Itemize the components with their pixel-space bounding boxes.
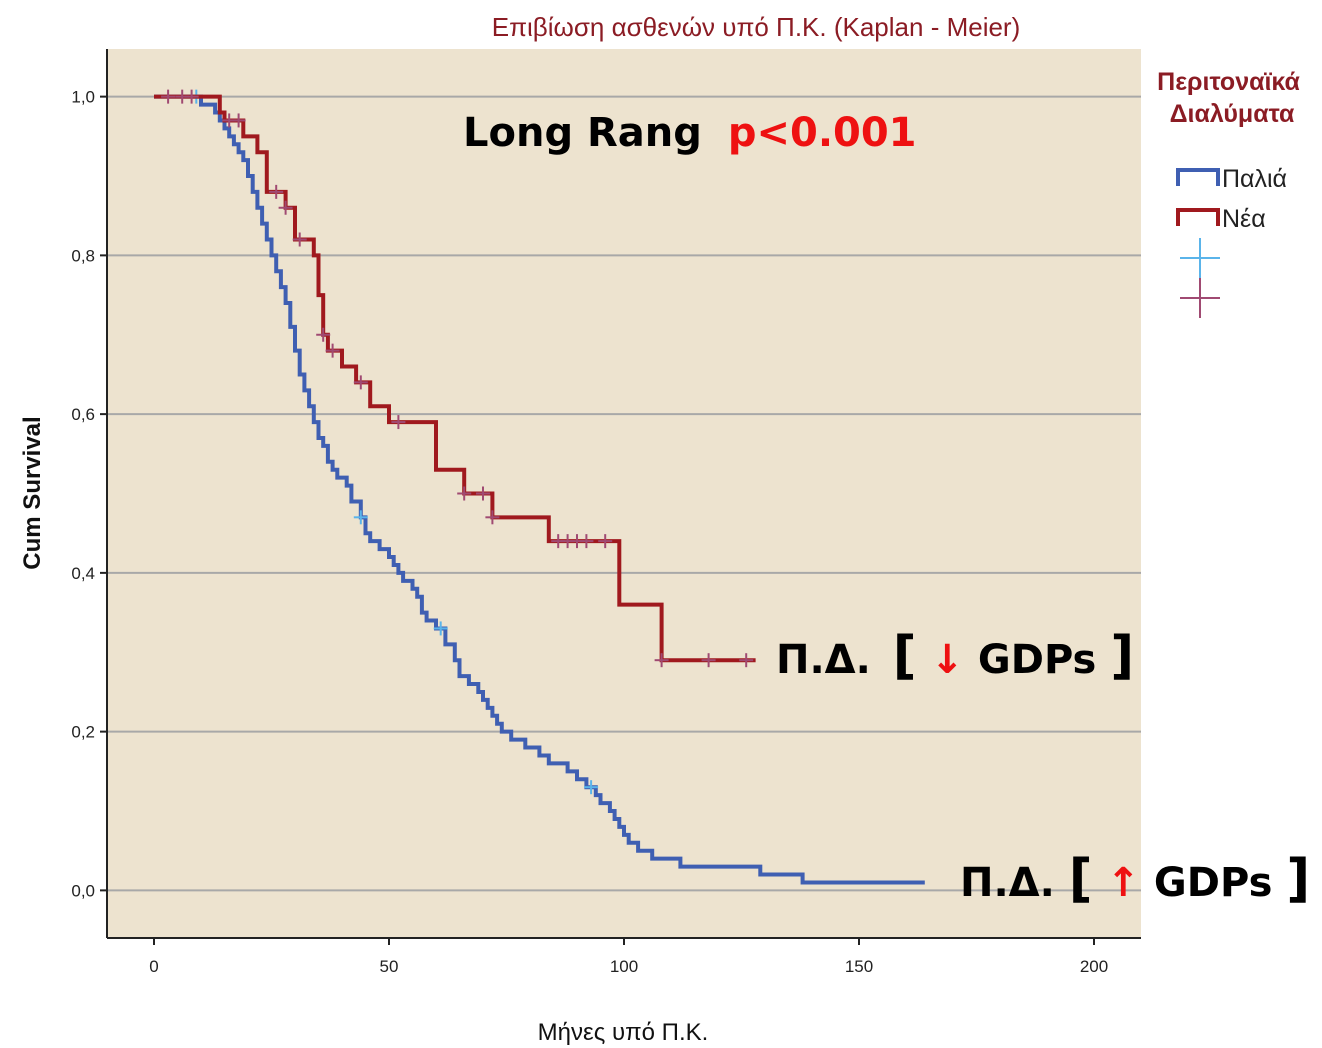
legend-line-swatch — [1176, 168, 1220, 186]
legend: Περιτοναϊκά Διαλύματα Παλιά Νέα — [1157, 68, 1307, 318]
legend-censor-swatch — [1180, 238, 1220, 278]
old-label-prefix: Π.Δ. — [960, 860, 1055, 906]
down-arrow-icon: ↓ — [930, 637, 964, 683]
series-new-censor-mark — [278, 200, 293, 215]
legend-entry-label: Νέα — [1222, 205, 1266, 233]
new-label-suffix: GDPs — [978, 637, 1096, 683]
y-tick-label: 0,2 — [71, 723, 95, 742]
series-new-censor-mark — [184, 89, 199, 104]
x-axis-label: Μήνες υπό Π.Κ. — [538, 1019, 709, 1046]
new-label-bracket-close: ] — [1110, 626, 1134, 686]
x-tick-label: 50 — [380, 957, 399, 976]
x-tick-label: 200 — [1080, 957, 1108, 976]
logrank-annotation: Long Rang p<0.001 — [463, 110, 917, 156]
series-old-censor-mark — [584, 780, 599, 795]
gridlines — [107, 95, 1141, 892]
series-new-censor-mark — [353, 375, 368, 390]
legend-entry — [1180, 278, 1220, 318]
x-tick-label: 0 — [149, 957, 158, 976]
series-new-censor-mark — [739, 653, 754, 668]
series-new-censor-mark — [654, 653, 669, 668]
series-new-censor-mark — [701, 653, 716, 668]
old-label-suffix: GDPs — [1154, 860, 1272, 906]
series-new-censor-mark — [579, 534, 594, 549]
old-label-bracket-open: [ — [1069, 849, 1093, 909]
series-old-censor-mark — [433, 621, 448, 636]
legend-entry-label: Παλιά — [1222, 165, 1287, 193]
y-tick-label: 0,8 — [71, 246, 95, 265]
y-tick-label: 0,6 — [71, 405, 95, 424]
plot-background — [107, 49, 1141, 938]
new-label-prefix: Π.Δ. — [776, 637, 885, 683]
x-tick-label: 150 — [845, 957, 873, 976]
x-axis-ticks: 0 50 100 150 200 — [149, 938, 1108, 976]
series-new-censor-mark — [485, 510, 500, 525]
y-tick-label: 0,4 — [71, 564, 95, 583]
legend-entry: Νέα — [1176, 205, 1266, 233]
up-arrow-icon: ↑ — [1106, 860, 1140, 906]
legend-entries: Παλιά Νέα — [1176, 165, 1287, 318]
legend-entry: Παλιά — [1176, 165, 1287, 193]
legend-entry — [1180, 238, 1220, 278]
y-axis-ticks: 0,0 0,2 0,4 0,6 0,8 1,0 — [71, 88, 107, 900]
series-new-censor-mark — [598, 534, 613, 549]
y-axis-label: Cum Survival — [19, 416, 46, 569]
old-solutions-annotation: Π.Δ. [ ↑ GDPs ] — [960, 849, 1310, 909]
series-new-censor-mark — [292, 232, 307, 247]
series-new-censor-mark — [269, 184, 284, 199]
logrank-p-value: p<0.001 — [728, 110, 917, 156]
series-new-censor-mark — [325, 343, 340, 358]
old-label-bracket-close: ] — [1286, 849, 1310, 909]
logrank-text: Long Rang — [463, 110, 702, 156]
chart-title: Επιβίωση ασθενών υπό Π.Κ. (Kaplan - Meie… — [492, 12, 1021, 42]
new-label-bracket-open: [ — [893, 626, 917, 686]
series-new-censor-mark — [231, 113, 246, 128]
series-new-censor-mark — [457, 486, 472, 501]
series-new-censor-mark — [476, 486, 490, 501]
legend-line-swatch — [1176, 208, 1220, 226]
series-new-censor-mark — [391, 415, 406, 430]
legend-title-line-2: Διαλύματα — [1170, 100, 1295, 128]
legend-title-line-1: Περιτοναϊκά — [1157, 68, 1300, 96]
y-tick-label: 0,0 — [71, 881, 95, 900]
series-new-censor-mark — [161, 89, 176, 104]
survival-curves — [154, 89, 925, 885]
legend-censor-swatch — [1180, 278, 1220, 318]
y-tick-label: 1,0 — [71, 88, 95, 107]
x-tick-label: 100 — [610, 957, 638, 976]
series-old-censor-mark — [353, 510, 368, 525]
new-solutions-annotation: Π.Δ. [ ↓ GDPs ] — [776, 626, 1134, 686]
legend-title: Περιτοναϊκά Διαλύματα — [1157, 68, 1307, 128]
series-new-censor-mark — [316, 327, 331, 342]
